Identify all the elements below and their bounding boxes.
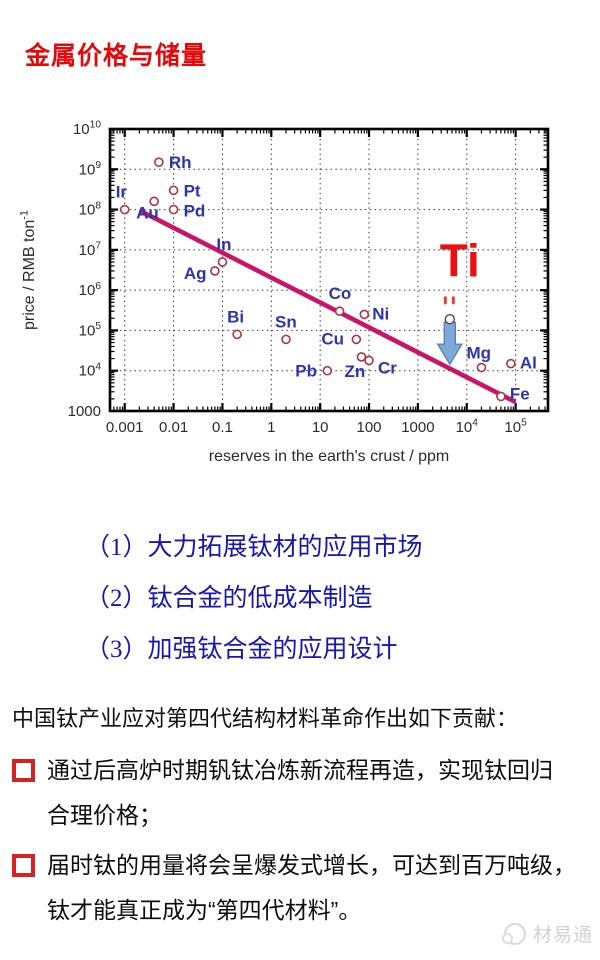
x-tick-label: 1000 bbox=[401, 419, 434, 436]
data-point-Pt bbox=[168, 185, 179, 196]
element-label-Zn: Zn bbox=[344, 362, 365, 381]
data-point-Cu bbox=[351, 334, 362, 345]
data-point-Fe bbox=[496, 391, 506, 402]
y-tick-label: 105 bbox=[79, 321, 102, 339]
element-label-Ag: Ag bbox=[184, 264, 207, 283]
page-title: 金属价格与储量 bbox=[25, 42, 208, 70]
element-label-Mg: Mg bbox=[466, 344, 491, 363]
x-tick-label: 1 bbox=[267, 419, 275, 436]
y-tick-label: 1010 bbox=[73, 120, 101, 138]
y-axis-title: price / RMB ton-1 bbox=[18, 210, 38, 330]
data-point-Ni bbox=[359, 309, 370, 320]
x-axis-title: reserves in the earth's crust / ppm bbox=[209, 448, 449, 465]
watermark-text: 材易通 bbox=[533, 925, 594, 946]
bullet-1-line-2: 合理价格； bbox=[47, 802, 162, 828]
x-tick-label: 10 bbox=[312, 419, 329, 436]
element-label-Pd: Pd bbox=[184, 202, 206, 221]
element-label-Co: Co bbox=[329, 284, 352, 303]
ditto-mark bbox=[451, 296, 455, 305]
scatter-plot: 0.001 0.01 0.1 1 10 100 1000 104 105 1010 109 108 10… bbox=[18, 120, 550, 465]
data-point-Ir bbox=[119, 204, 130, 215]
element-label-Ir: Ir bbox=[116, 183, 128, 202]
bullet-item-2: 届时钛的用量将会呈爆发式增长，可达到百万吨级， 钛才能真正成为“第四代材料”。 bbox=[12, 843, 576, 933]
element-label-Cr: Cr bbox=[378, 358, 397, 377]
element-label-Ni: Ni bbox=[372, 304, 389, 323]
watermark: 材易通 bbox=[502, 920, 594, 947]
bullet-text-1: 通过后高炉时期钒钛冶炼新流程再造，实现钛回归 合理价格； bbox=[47, 748, 553, 838]
data-point-Cr bbox=[364, 355, 374, 366]
x-tick-label: 0.1 bbox=[212, 419, 233, 436]
trend-line bbox=[139, 209, 517, 404]
agenda-item-3: （3）加强钛合金的应用设计 bbox=[85, 636, 398, 663]
element-label-Al: Al bbox=[520, 354, 537, 373]
down-arrow-icon bbox=[436, 321, 464, 366]
x-tick-label: 0.01 bbox=[159, 419, 188, 436]
agenda-list: （1）大力拓展钛材的应用市场 （2）钛合金的低成本制造 （3）加强钛合金的应用设… bbox=[85, 522, 423, 675]
x-tick-label: 100 bbox=[357, 419, 382, 436]
ti-label: Ti bbox=[440, 234, 480, 286]
y-tick-label: 109 bbox=[79, 160, 102, 178]
data-point-Sn bbox=[281, 334, 291, 345]
body-heading: 中国钛产业应对第四代结构材料革命作出如下贡献： bbox=[12, 706, 519, 731]
y-tick-label: 106 bbox=[79, 281, 102, 299]
y-tick-label: 108 bbox=[79, 200, 102, 218]
bullet-2-line-1: 届时钛的用量将会呈爆发式增长，可达到百万吨级， bbox=[47, 852, 576, 878]
x-tick-label: 105 bbox=[504, 418, 527, 436]
data-point-Co bbox=[334, 306, 345, 317]
bullet-square-icon bbox=[12, 854, 35, 877]
agenda-item-1: （1）大力拓展钛材的应用市场 bbox=[85, 534, 423, 561]
y-tick-label: 107 bbox=[79, 241, 102, 259]
data-point-Mg bbox=[476, 362, 487, 373]
bullet-2-line-2: 钛才能真正成为“第四代材料”。 bbox=[47, 897, 362, 923]
y-tick-label: 1000 bbox=[68, 403, 101, 420]
data-point-In bbox=[217, 257, 228, 267]
data-point-Zn bbox=[356, 352, 367, 362]
y-tick-label: 104 bbox=[79, 361, 102, 379]
data-point-Pd bbox=[168, 204, 179, 215]
bullet-square-icon bbox=[12, 759, 35, 782]
bullet-1-line-1: 通过后高炉时期钒钛冶炼新流程再造，实现钛回归 bbox=[47, 757, 553, 783]
data-point-Au bbox=[149, 196, 159, 207]
plot-frame bbox=[108, 127, 550, 413]
element-label-In: In bbox=[216, 235, 231, 254]
element-label-Au: Au bbox=[136, 203, 159, 222]
data-point-Ag bbox=[210, 266, 220, 276]
agenda-item-2: （2）钛合金的低成本制造 bbox=[85, 585, 373, 612]
element-label-Sn: Sn bbox=[275, 312, 297, 331]
ti-data-point bbox=[444, 313, 456, 325]
element-label-Bi: Bi bbox=[227, 307, 244, 326]
bullet-item-1: 通过后高炉时期钒钛冶炼新流程再造，实现钛回归 合理价格； bbox=[12, 748, 553, 838]
element-label-Fe: Fe bbox=[510, 384, 530, 403]
element-label-Pt: Pt bbox=[184, 181, 201, 200]
element-label-Cu: Cu bbox=[321, 329, 344, 348]
bullet-text-2: 届时钛的用量将会呈爆发式增长，可达到百万吨级， 钛才能真正成为“第四代材料”。 bbox=[47, 843, 576, 933]
x-tick-label: 104 bbox=[456, 418, 479, 436]
element-label-Pb: Pb bbox=[295, 362, 317, 381]
price-vs-reserves-chart: 0.001 0.01 0.1 1 10 100 1000 104 105 1010 109 108 10… bbox=[0, 103, 600, 483]
ditto-mark bbox=[443, 296, 447, 305]
data-point-Bi bbox=[232, 329, 242, 340]
x-tick-label: 0.001 bbox=[106, 419, 144, 436]
data-point-Al bbox=[506, 358, 516, 369]
element-label-Rh: Rh bbox=[169, 153, 192, 172]
watermark-logo-icon bbox=[502, 922, 526, 945]
data-point-Pb bbox=[322, 365, 333, 376]
data-point-Rh bbox=[154, 157, 164, 167]
